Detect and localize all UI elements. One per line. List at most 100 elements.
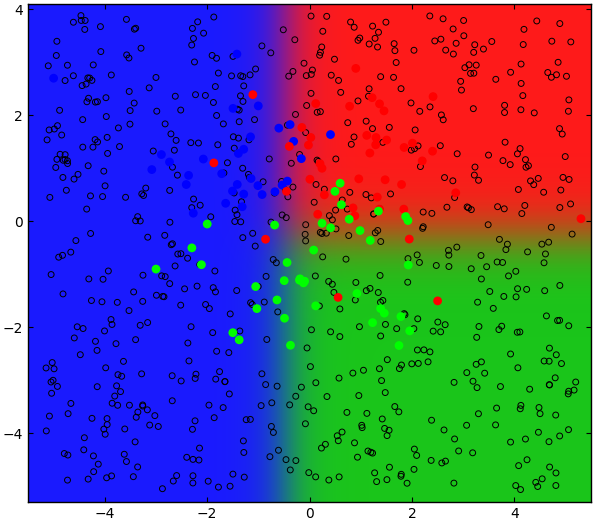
Point xyxy=(45,126,54,134)
Point xyxy=(409,324,419,333)
Point xyxy=(558,173,568,182)
Point xyxy=(497,322,507,331)
Point xyxy=(124,54,134,62)
Point xyxy=(55,106,64,114)
Point xyxy=(469,69,479,78)
Point xyxy=(317,219,327,227)
Point xyxy=(100,327,109,335)
Point xyxy=(102,133,112,141)
Point xyxy=(555,316,564,324)
Point xyxy=(407,139,417,147)
Point xyxy=(526,177,535,185)
Point xyxy=(352,289,362,298)
Point xyxy=(513,364,523,372)
Point xyxy=(268,255,278,264)
Point xyxy=(353,97,363,105)
Point xyxy=(224,348,233,357)
Point xyxy=(539,258,549,267)
Point xyxy=(148,147,158,155)
Point xyxy=(321,229,331,237)
Point xyxy=(66,248,75,256)
Point xyxy=(228,470,238,478)
Point xyxy=(291,392,301,400)
Point xyxy=(119,450,129,458)
Point xyxy=(551,411,561,419)
Point xyxy=(267,399,277,407)
Point xyxy=(430,37,440,45)
Point xyxy=(285,121,295,129)
Point xyxy=(474,176,484,184)
Point xyxy=(51,163,61,172)
Point xyxy=(208,283,218,292)
Point xyxy=(311,302,321,310)
Point xyxy=(399,143,409,151)
Point xyxy=(500,205,509,213)
Point xyxy=(369,210,378,219)
Point xyxy=(373,226,383,235)
Point xyxy=(176,249,186,258)
Point xyxy=(248,300,257,309)
Point xyxy=(262,335,271,344)
Point xyxy=(184,171,193,180)
Point xyxy=(301,230,310,238)
Point xyxy=(382,136,391,144)
Point xyxy=(261,235,270,244)
Point xyxy=(198,155,208,163)
Point xyxy=(399,310,409,318)
Point xyxy=(61,150,70,159)
Point xyxy=(386,190,395,198)
Point xyxy=(93,138,102,146)
Point xyxy=(413,346,422,354)
Point xyxy=(304,468,314,477)
Point xyxy=(236,72,245,80)
Point xyxy=(390,47,400,55)
Point xyxy=(228,104,238,113)
Point xyxy=(523,248,532,256)
Point xyxy=(72,323,82,331)
Point xyxy=(139,191,148,200)
Point xyxy=(87,76,97,84)
Point xyxy=(165,279,175,288)
Point xyxy=(295,275,305,283)
Point xyxy=(143,319,153,327)
Point xyxy=(131,335,140,344)
Point xyxy=(457,86,466,94)
Point xyxy=(533,428,543,436)
Point xyxy=(311,180,321,189)
Point xyxy=(265,453,274,461)
Point xyxy=(257,369,267,378)
Point xyxy=(389,73,399,82)
Point xyxy=(122,15,131,24)
Point xyxy=(396,312,406,321)
Point xyxy=(309,407,318,415)
Point xyxy=(449,378,459,387)
Point xyxy=(392,324,402,333)
Point xyxy=(555,432,564,440)
Point xyxy=(511,293,521,301)
Point xyxy=(428,147,437,156)
Point xyxy=(251,242,260,250)
Point xyxy=(138,271,148,279)
Point xyxy=(500,138,510,146)
Point xyxy=(285,401,295,409)
Point xyxy=(286,341,295,350)
Point xyxy=(124,307,134,315)
Point xyxy=(277,177,286,185)
Point xyxy=(195,201,205,210)
Point xyxy=(166,130,176,138)
Point xyxy=(219,119,228,128)
Point xyxy=(567,230,577,238)
Point xyxy=(212,347,222,355)
Point xyxy=(144,84,154,92)
Point xyxy=(354,174,364,183)
Point xyxy=(311,378,321,387)
Point xyxy=(350,439,359,447)
Point xyxy=(267,422,276,431)
Point xyxy=(302,101,311,110)
Point xyxy=(208,99,218,107)
Point xyxy=(491,75,501,83)
Point xyxy=(213,140,223,149)
Point xyxy=(419,346,429,354)
Point xyxy=(406,99,416,107)
Point xyxy=(444,246,453,255)
